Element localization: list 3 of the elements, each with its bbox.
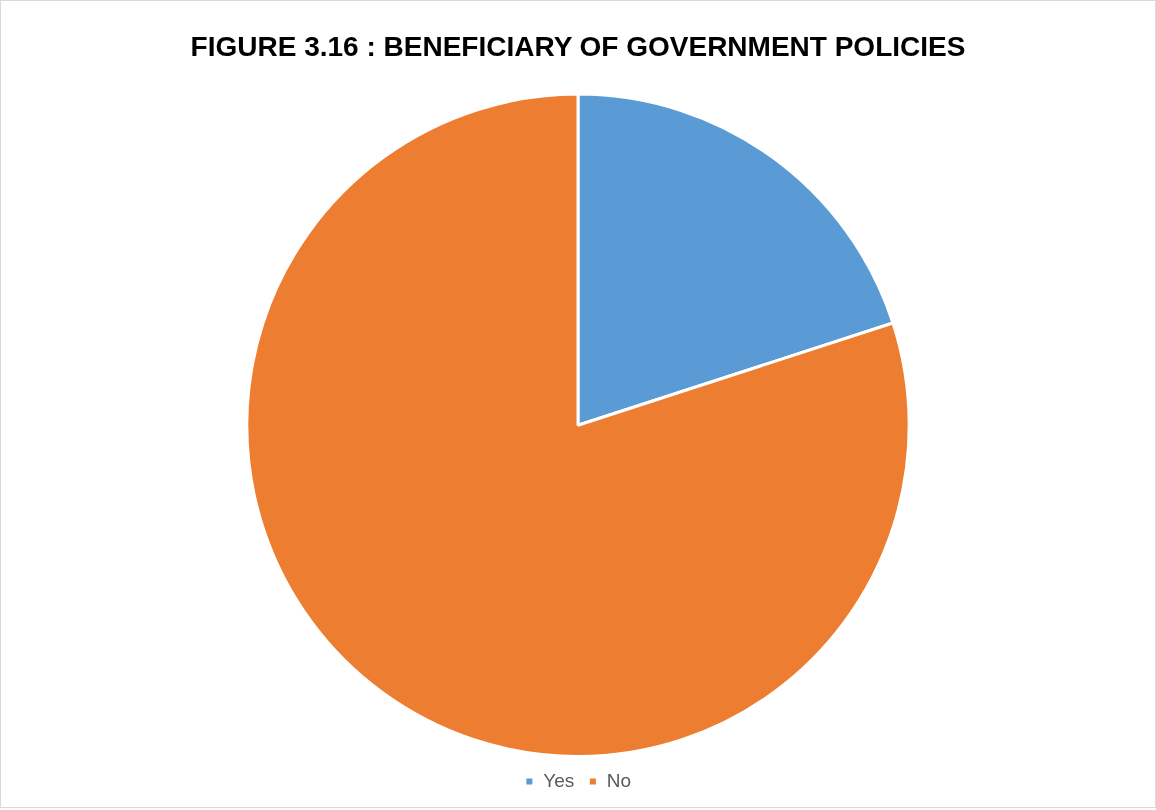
- chart-title: FIGURE 3.16 : BENEFICIARY OF GOVERNMENT POLICIES: [190, 30, 966, 62]
- legend-label: Yes: [543, 769, 575, 791]
- legend-label: No: [606, 769, 632, 791]
